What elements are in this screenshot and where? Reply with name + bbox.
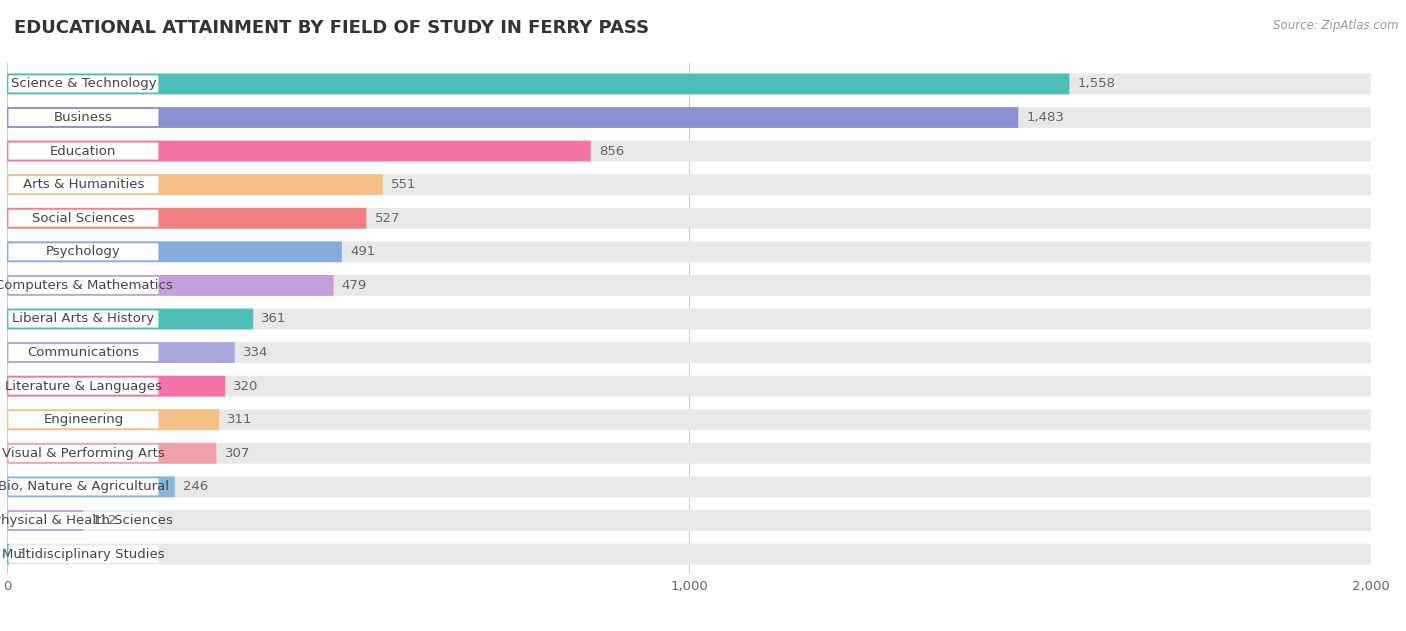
FancyBboxPatch shape xyxy=(8,244,159,261)
Text: Education: Education xyxy=(51,144,117,158)
Text: 361: 361 xyxy=(262,312,287,326)
FancyBboxPatch shape xyxy=(8,546,159,563)
Text: 334: 334 xyxy=(243,346,269,359)
FancyBboxPatch shape xyxy=(7,443,217,464)
FancyBboxPatch shape xyxy=(8,75,159,93)
Text: 479: 479 xyxy=(342,279,367,292)
FancyBboxPatch shape xyxy=(7,242,1371,262)
Text: 320: 320 xyxy=(233,380,259,392)
Text: 491: 491 xyxy=(350,245,375,258)
FancyBboxPatch shape xyxy=(8,344,159,361)
FancyBboxPatch shape xyxy=(7,410,219,430)
Text: 311: 311 xyxy=(228,413,253,426)
FancyBboxPatch shape xyxy=(7,73,1070,94)
Text: Social Sciences: Social Sciences xyxy=(32,212,135,225)
Text: Engineering: Engineering xyxy=(44,413,124,426)
FancyBboxPatch shape xyxy=(7,275,1371,296)
FancyBboxPatch shape xyxy=(7,275,333,296)
FancyBboxPatch shape xyxy=(8,478,159,495)
Text: 112: 112 xyxy=(91,514,117,527)
FancyBboxPatch shape xyxy=(8,310,159,327)
Text: 1,558: 1,558 xyxy=(1077,78,1115,90)
FancyBboxPatch shape xyxy=(7,242,342,262)
FancyBboxPatch shape xyxy=(8,512,159,529)
Text: 856: 856 xyxy=(599,144,624,158)
Text: Science & Technology: Science & Technology xyxy=(11,78,156,90)
FancyBboxPatch shape xyxy=(8,109,159,126)
FancyBboxPatch shape xyxy=(7,107,1018,128)
FancyBboxPatch shape xyxy=(8,176,159,193)
FancyBboxPatch shape xyxy=(7,375,1371,396)
Text: Literature & Languages: Literature & Languages xyxy=(6,380,162,392)
FancyBboxPatch shape xyxy=(7,342,1371,363)
Text: 246: 246 xyxy=(183,480,208,493)
Text: 307: 307 xyxy=(225,447,250,460)
Text: Liberal Arts & History: Liberal Arts & History xyxy=(13,312,155,326)
Text: Arts & Humanities: Arts & Humanities xyxy=(22,178,143,191)
FancyBboxPatch shape xyxy=(7,309,253,329)
FancyBboxPatch shape xyxy=(7,73,1371,94)
Text: 3: 3 xyxy=(17,548,25,560)
FancyBboxPatch shape xyxy=(7,410,1371,430)
Text: Communications: Communications xyxy=(28,346,139,359)
Text: Source: ZipAtlas.com: Source: ZipAtlas.com xyxy=(1274,19,1399,32)
Text: Visual & Performing Arts: Visual & Performing Arts xyxy=(1,447,165,460)
Text: 527: 527 xyxy=(374,212,401,225)
FancyBboxPatch shape xyxy=(7,141,1371,162)
FancyBboxPatch shape xyxy=(7,309,1371,329)
FancyBboxPatch shape xyxy=(7,476,1371,497)
FancyBboxPatch shape xyxy=(7,208,367,228)
FancyBboxPatch shape xyxy=(7,174,382,195)
FancyBboxPatch shape xyxy=(7,544,8,565)
FancyBboxPatch shape xyxy=(8,377,159,394)
FancyBboxPatch shape xyxy=(8,143,159,160)
FancyBboxPatch shape xyxy=(8,277,159,294)
FancyBboxPatch shape xyxy=(8,445,159,462)
Text: Computers & Mathematics: Computers & Mathematics xyxy=(0,279,173,292)
FancyBboxPatch shape xyxy=(8,209,159,227)
FancyBboxPatch shape xyxy=(7,141,591,162)
FancyBboxPatch shape xyxy=(7,342,235,363)
Text: Bio, Nature & Agricultural: Bio, Nature & Agricultural xyxy=(0,480,169,493)
FancyBboxPatch shape xyxy=(7,375,225,396)
FancyBboxPatch shape xyxy=(7,107,1371,128)
FancyBboxPatch shape xyxy=(7,174,1371,195)
FancyBboxPatch shape xyxy=(7,510,1371,531)
FancyBboxPatch shape xyxy=(7,443,1371,464)
Text: Psychology: Psychology xyxy=(46,245,121,258)
FancyBboxPatch shape xyxy=(7,476,174,497)
Text: Multidisciplinary Studies: Multidisciplinary Studies xyxy=(1,548,165,560)
Text: 1,483: 1,483 xyxy=(1026,111,1064,124)
Text: EDUCATIONAL ATTAINMENT BY FIELD OF STUDY IN FERRY PASS: EDUCATIONAL ATTAINMENT BY FIELD OF STUDY… xyxy=(14,19,650,37)
Text: Business: Business xyxy=(53,111,112,124)
Text: Physical & Health Sciences: Physical & Health Sciences xyxy=(0,514,173,527)
Text: 551: 551 xyxy=(391,178,416,191)
FancyBboxPatch shape xyxy=(7,510,83,531)
FancyBboxPatch shape xyxy=(7,208,1371,228)
FancyBboxPatch shape xyxy=(7,544,1371,565)
FancyBboxPatch shape xyxy=(8,411,159,428)
